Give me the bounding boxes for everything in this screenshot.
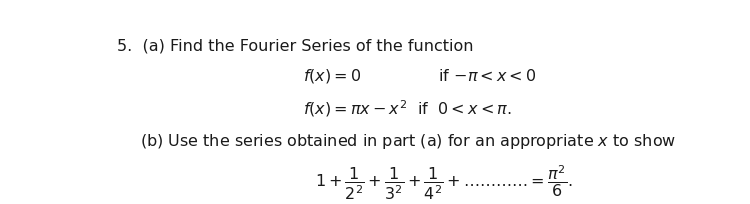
Text: $f(x) = \pi x - x^2\ \ \mathrm{if}\ \ 0 < x < \pi.$: $f(x) = \pi x - x^2\ \ \mathrm{if}\ \ 0 … (303, 98, 512, 119)
Text: (b) Use the series obtained in part (a) for an appropriate $x$ to show: (b) Use the series obtained in part (a) … (140, 131, 677, 150)
Text: $f(x) = 0 \qquad\qquad\quad \mathrm{if}\ {-\pi} < x < 0$: $f(x) = 0 \qquad\qquad\quad \mathrm{if}\… (303, 67, 536, 85)
Text: 5.  (a) Find the Fourier Series of the function: 5. (a) Find the Fourier Series of the fu… (117, 39, 473, 53)
Text: $1 + \dfrac{1}{2^2} + \dfrac{1}{3^2} + \dfrac{1}{4^2} + {\ldots}{\ldots}{\ldots}: $1 + \dfrac{1}{2^2} + \dfrac{1}{3^2} + \… (315, 163, 572, 201)
